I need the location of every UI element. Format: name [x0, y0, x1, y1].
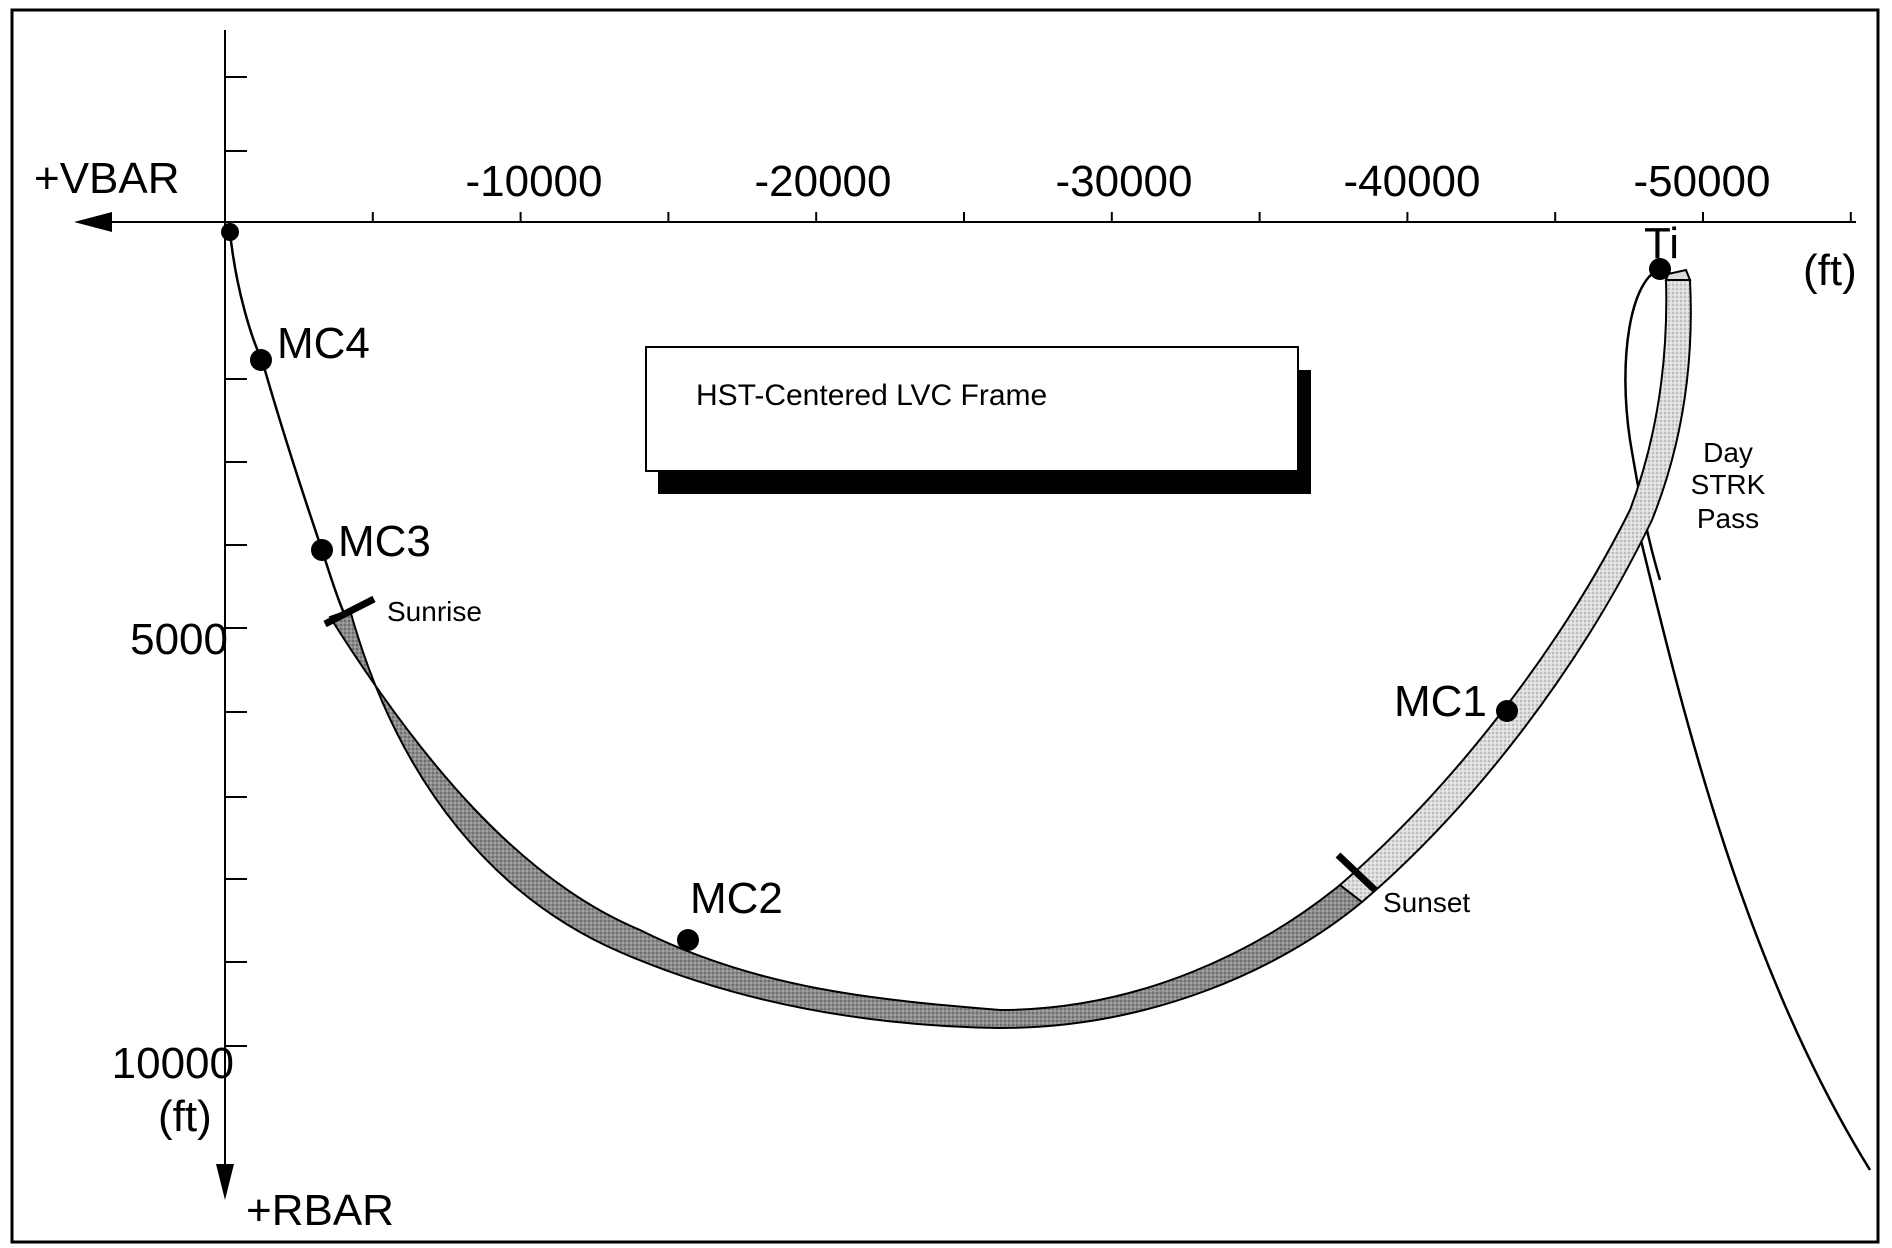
- x-tick-label-20000: -20000: [754, 157, 891, 206]
- x-tick-label-10000: -10000: [465, 157, 602, 206]
- sunset-marker: [1335, 852, 1378, 893]
- ti-label: Ti: [1644, 219, 1679, 268]
- y-tick-label-5000: 5000: [130, 615, 228, 664]
- mc4-point: [250, 349, 272, 371]
- frame-title-box: HST-Centered LVC Frame: [645, 346, 1311, 494]
- night-arc-band: [328, 608, 1364, 1030]
- approach-trajectory: [228, 231, 348, 619]
- sunrise-label: Sunrise: [387, 596, 482, 627]
- ti-point: [1649, 258, 1671, 280]
- mc1-point: [1496, 700, 1518, 722]
- x-tick-label-50000: -50000: [1633, 157, 1770, 206]
- day-strk-pass-label-line2: STRK: [1691, 469, 1766, 500]
- day-strk-pass-label-line3: Pass: [1697, 503, 1759, 534]
- post-ti-trajectory: [1634, 519, 1872, 1171]
- x-axis-minor-ticks: [371, 212, 1852, 222]
- sunset-label: Sunset: [1383, 887, 1470, 918]
- mc2-point: [677, 929, 699, 951]
- mc3-point: [311, 539, 333, 561]
- ti-loop-trajectory: [1624, 267, 1662, 581]
- origin-point: [221, 223, 239, 241]
- axes: [74, 30, 1856, 1200]
- x-tick-label-40000: -40000: [1343, 157, 1480, 206]
- frame-title-panel: [645, 346, 1299, 472]
- day-arc-band: [1338, 279, 1692, 904]
- mc4-label: MC4: [277, 319, 370, 368]
- x-tick-label-30000: -30000: [1055, 157, 1192, 206]
- figure-border: [10, 8, 1880, 1244]
- mc1-label: MC1: [1394, 677, 1487, 726]
- y-axis-minor-ticks: [225, 76, 247, 1047]
- x-axis-arrowhead: [74, 212, 112, 232]
- sunrise-marker: [323, 595, 376, 628]
- rbar-label: +RBAR: [246, 1186, 394, 1235]
- x-unit-label: (ft): [1803, 246, 1857, 295]
- y-tick-label-10000: 10000: [112, 1039, 234, 1088]
- mc3-label: MC3: [338, 517, 431, 566]
- frame-title-text: HST-Centered LVC Frame: [696, 379, 1047, 412]
- y-axis-arrowhead: [216, 1164, 234, 1200]
- y-unit-label: (ft): [158, 1092, 212, 1141]
- vbar-label: +VBAR: [34, 154, 180, 203]
- mc2-label: MC2: [690, 874, 783, 923]
- day-strk-pass-label-line1: Day: [1703, 437, 1753, 468]
